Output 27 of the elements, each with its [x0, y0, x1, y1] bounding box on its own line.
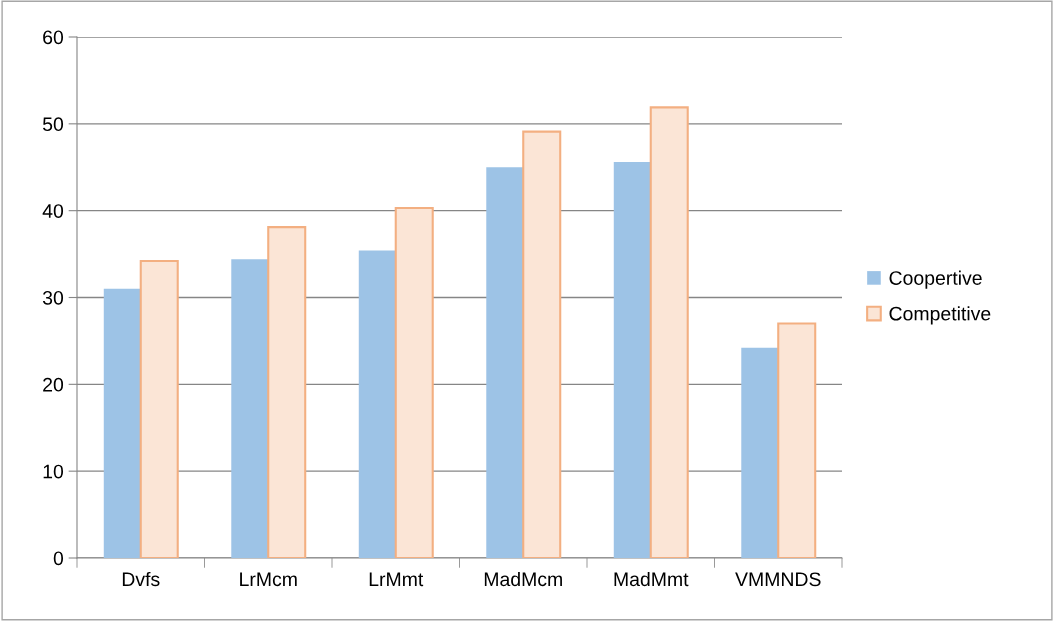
bar	[231, 259, 269, 558]
bar	[486, 167, 524, 558]
y-tick-label: 0	[53, 551, 64, 566]
x-tick-label: Dvfs	[122, 571, 160, 587]
y-tick-label: 60	[43, 30, 64, 45]
y-tick-label: 10	[43, 464, 64, 479]
y-tick-label: 50	[42, 117, 64, 132]
legend-label: Coopertive	[889, 270, 982, 289]
bar	[139, 259, 179, 558]
legend-label: Competitive	[889, 306, 991, 325]
x-tick-label: MadMmt	[614, 571, 689, 587]
y-tick-label: 40	[42, 204, 64, 218]
y-tick-label: 20	[43, 377, 64, 392]
y-tick-label: 30	[42, 290, 64, 305]
x-tick-label: LrMmt	[369, 572, 424, 587]
bar	[103, 288, 141, 558]
bar	[522, 130, 562, 558]
bar	[649, 106, 689, 558]
bar	[613, 162, 651, 558]
x-tick-label: VMMNDS	[735, 572, 821, 587]
x-tick-label: LrMcm	[240, 572, 297, 587]
bar	[777, 322, 817, 558]
bar	[741, 347, 779, 558]
bar	[358, 250, 396, 558]
x-tick-label: MadMcm	[484, 571, 562, 587]
bar	[267, 226, 307, 558]
bar	[394, 207, 434, 558]
